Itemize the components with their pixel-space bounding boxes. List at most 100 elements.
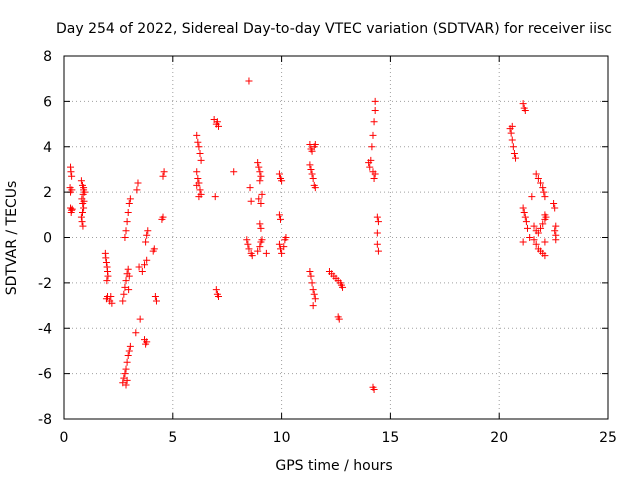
y-tick-label: -2 (38, 276, 52, 292)
data-point (371, 106, 379, 114)
data-point (373, 229, 381, 237)
data-point (371, 97, 379, 105)
data-point (308, 170, 316, 178)
data-point (530, 236, 538, 244)
data-point (254, 247, 262, 255)
data-point (306, 268, 314, 276)
data-point (275, 170, 283, 178)
x-tick-label: 0 (60, 430, 69, 446)
data-point (282, 234, 290, 241)
data-point (195, 193, 203, 201)
data-points (66, 77, 560, 394)
data-point (124, 265, 132, 273)
data-point (122, 277, 130, 285)
data-point (196, 186, 204, 194)
data-point (211, 193, 219, 201)
data-point (104, 272, 112, 280)
data-point (214, 292, 222, 300)
data-point (367, 156, 375, 164)
data-point (551, 227, 559, 235)
y-tick-label: 2 (43, 185, 52, 201)
x-tick-label: 25 (599, 430, 617, 446)
data-point (159, 213, 167, 221)
data-point (135, 263, 143, 271)
data-point (278, 177, 286, 185)
data-point (370, 118, 378, 126)
data-point (256, 177, 264, 185)
data-point (124, 351, 132, 359)
data-point (68, 205, 76, 213)
data-point (537, 179, 545, 187)
data-point (534, 229, 542, 237)
data-point (366, 163, 374, 171)
data-point (552, 236, 560, 244)
data-point (159, 172, 167, 180)
data-point (532, 240, 540, 248)
data-point (528, 193, 536, 201)
data-point (280, 243, 288, 251)
y-tick-label: 0 (43, 231, 52, 247)
data-point (102, 254, 110, 262)
data-point (122, 381, 130, 389)
data-point (193, 131, 201, 139)
data-point (509, 143, 517, 151)
data-point (257, 224, 265, 232)
x-axis-label: GPS time / hours (275, 458, 392, 474)
data-point (138, 268, 146, 276)
y-tick-label: -4 (38, 321, 52, 337)
data-point (542, 213, 550, 221)
data-point (141, 261, 149, 269)
data-point (256, 243, 264, 251)
data-point (151, 292, 159, 300)
data-point (136, 315, 144, 323)
data-point (370, 175, 378, 183)
data-point (307, 272, 315, 280)
data-point (143, 231, 151, 239)
data-point (541, 193, 549, 201)
data-point (534, 175, 542, 183)
data-point (278, 249, 286, 257)
data-point (121, 283, 129, 291)
data-point (125, 199, 133, 207)
data-point (540, 188, 548, 196)
data-point (134, 179, 142, 187)
data-point (152, 297, 160, 305)
data-point (539, 220, 547, 228)
data-point (309, 175, 317, 183)
data-point (311, 184, 319, 192)
data-point (255, 195, 263, 203)
data-point (107, 292, 115, 300)
data-point (150, 245, 158, 253)
y-tick-label: -8 (38, 412, 52, 428)
data-point (212, 286, 220, 294)
data-point (125, 286, 133, 294)
data-point (277, 215, 285, 223)
y-tick-label: 8 (43, 49, 52, 65)
data-point (195, 143, 203, 151)
data-point (123, 358, 131, 366)
data-point (275, 211, 283, 219)
data-point (80, 184, 88, 192)
x-tick-label: 10 (273, 430, 291, 446)
data-point (213, 118, 221, 126)
axis-ticks: 0 5 10 15 20 25 -8 -6 -4 -2 0 2 4 6 8 (38, 49, 617, 446)
data-point (374, 218, 382, 226)
data-point (77, 177, 85, 185)
data-point (248, 252, 256, 260)
data-point (122, 365, 130, 373)
data-point (541, 252, 549, 260)
data-point (68, 172, 76, 180)
data-point (125, 272, 133, 280)
data-point (373, 240, 381, 248)
data-point (196, 150, 204, 158)
data-point (368, 143, 376, 151)
data-point (255, 163, 263, 171)
data-point (123, 376, 131, 384)
data-point (245, 77, 253, 85)
data-point (197, 156, 205, 164)
data-point (122, 227, 130, 235)
data-point (143, 338, 151, 346)
x-tick-label: 5 (168, 430, 177, 446)
data-point (133, 186, 141, 194)
